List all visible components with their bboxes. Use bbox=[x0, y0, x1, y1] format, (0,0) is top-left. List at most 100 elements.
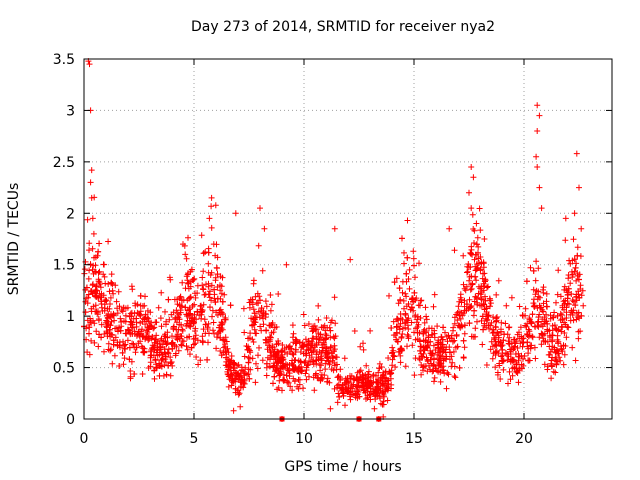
data-point bbox=[219, 320, 226, 327]
data-point bbox=[247, 366, 254, 373]
data-point bbox=[194, 309, 201, 316]
data-point bbox=[509, 358, 516, 365]
data-point bbox=[286, 343, 293, 349]
data-point bbox=[197, 303, 204, 310]
data-point bbox=[336, 393, 343, 400]
data-point bbox=[466, 296, 473, 303]
data-point bbox=[306, 352, 313, 359]
data-point bbox=[157, 315, 164, 322]
data-point bbox=[339, 389, 346, 396]
data-point bbox=[271, 353, 278, 360]
data-point bbox=[502, 320, 509, 327]
data-point bbox=[422, 304, 429, 311]
data-point bbox=[94, 309, 101, 316]
data-point bbox=[437, 362, 444, 368]
data-point bbox=[88, 337, 95, 344]
data-point bbox=[127, 375, 134, 382]
data-point bbox=[496, 362, 503, 369]
data-point bbox=[132, 302, 139, 309]
data-point bbox=[500, 337, 507, 344]
data-point bbox=[209, 313, 215, 320]
data-point bbox=[417, 302, 423, 309]
data-point bbox=[461, 297, 468, 304]
data-point bbox=[150, 344, 157, 351]
data-point bbox=[301, 322, 308, 329]
data-point bbox=[509, 372, 516, 379]
data-point bbox=[92, 292, 98, 299]
data-point bbox=[189, 303, 196, 309]
data-point bbox=[86, 240, 93, 247]
data-point bbox=[225, 383, 232, 390]
data-point bbox=[111, 352, 118, 359]
data-point bbox=[153, 319, 160, 326]
data-point bbox=[315, 316, 322, 323]
data-point bbox=[404, 254, 411, 261]
data-point bbox=[566, 257, 573, 264]
data-point bbox=[567, 317, 574, 324]
data-point bbox=[461, 322, 468, 329]
data-point bbox=[109, 360, 116, 367]
data-point bbox=[390, 318, 397, 325]
data-point bbox=[460, 337, 467, 344]
data-point bbox=[466, 189, 472, 196]
data-point bbox=[245, 335, 252, 342]
data-point bbox=[331, 362, 338, 369]
data-point bbox=[270, 363, 277, 370]
data-point bbox=[469, 281, 476, 288]
data-point bbox=[224, 345, 231, 352]
data-point bbox=[183, 273, 190, 280]
data-point bbox=[567, 280, 574, 287]
data-point bbox=[170, 323, 177, 330]
data-point bbox=[148, 319, 155, 326]
data-point bbox=[163, 353, 169, 360]
data-point bbox=[183, 343, 190, 350]
data-point bbox=[95, 269, 102, 276]
data-point bbox=[258, 305, 265, 311]
data-point bbox=[95, 317, 102, 324]
data-point bbox=[110, 312, 117, 318]
data-point bbox=[232, 210, 239, 217]
data-point bbox=[253, 360, 259, 367]
data-point bbox=[387, 371, 394, 378]
data-point bbox=[186, 333, 193, 340]
data-point bbox=[442, 346, 449, 353]
data-point bbox=[255, 308, 262, 315]
data-point bbox=[468, 333, 475, 340]
x-tick-label: 20 bbox=[515, 431, 533, 447]
data-point bbox=[187, 310, 194, 317]
data-point bbox=[232, 385, 239, 392]
data-point bbox=[140, 349, 147, 356]
data-point bbox=[119, 349, 126, 356]
data-point bbox=[211, 286, 218, 293]
data-point bbox=[466, 320, 473, 327]
data-point bbox=[399, 278, 406, 285]
data-point bbox=[121, 318, 127, 324]
data-point bbox=[95, 343, 102, 350]
data-point bbox=[192, 332, 199, 339]
data-point bbox=[382, 368, 389, 375]
data-point bbox=[96, 240, 103, 247]
data-point bbox=[418, 371, 425, 378]
data-point bbox=[251, 326, 258, 333]
data-point bbox=[470, 174, 477, 181]
data-point bbox=[240, 379, 247, 386]
data-point bbox=[339, 382, 346, 389]
data-point bbox=[81, 266, 88, 273]
chart-title: Day 273 of 2014, SRMTID for receiver nya… bbox=[191, 19, 495, 35]
data-point bbox=[455, 303, 462, 310]
data-point bbox=[449, 359, 456, 366]
data-point bbox=[318, 357, 325, 364]
data-point bbox=[540, 335, 547, 342]
data-point bbox=[108, 311, 114, 318]
data-point bbox=[525, 326, 532, 333]
data-point bbox=[246, 355, 253, 362]
data-point bbox=[191, 301, 198, 308]
data-point bbox=[500, 366, 507, 373]
data-point bbox=[184, 277, 191, 284]
data-point bbox=[172, 352, 179, 359]
data-point bbox=[467, 304, 474, 311]
data-point bbox=[577, 282, 584, 289]
data-point bbox=[245, 371, 252, 377]
data-point bbox=[484, 284, 490, 291]
data-point bbox=[529, 334, 536, 341]
